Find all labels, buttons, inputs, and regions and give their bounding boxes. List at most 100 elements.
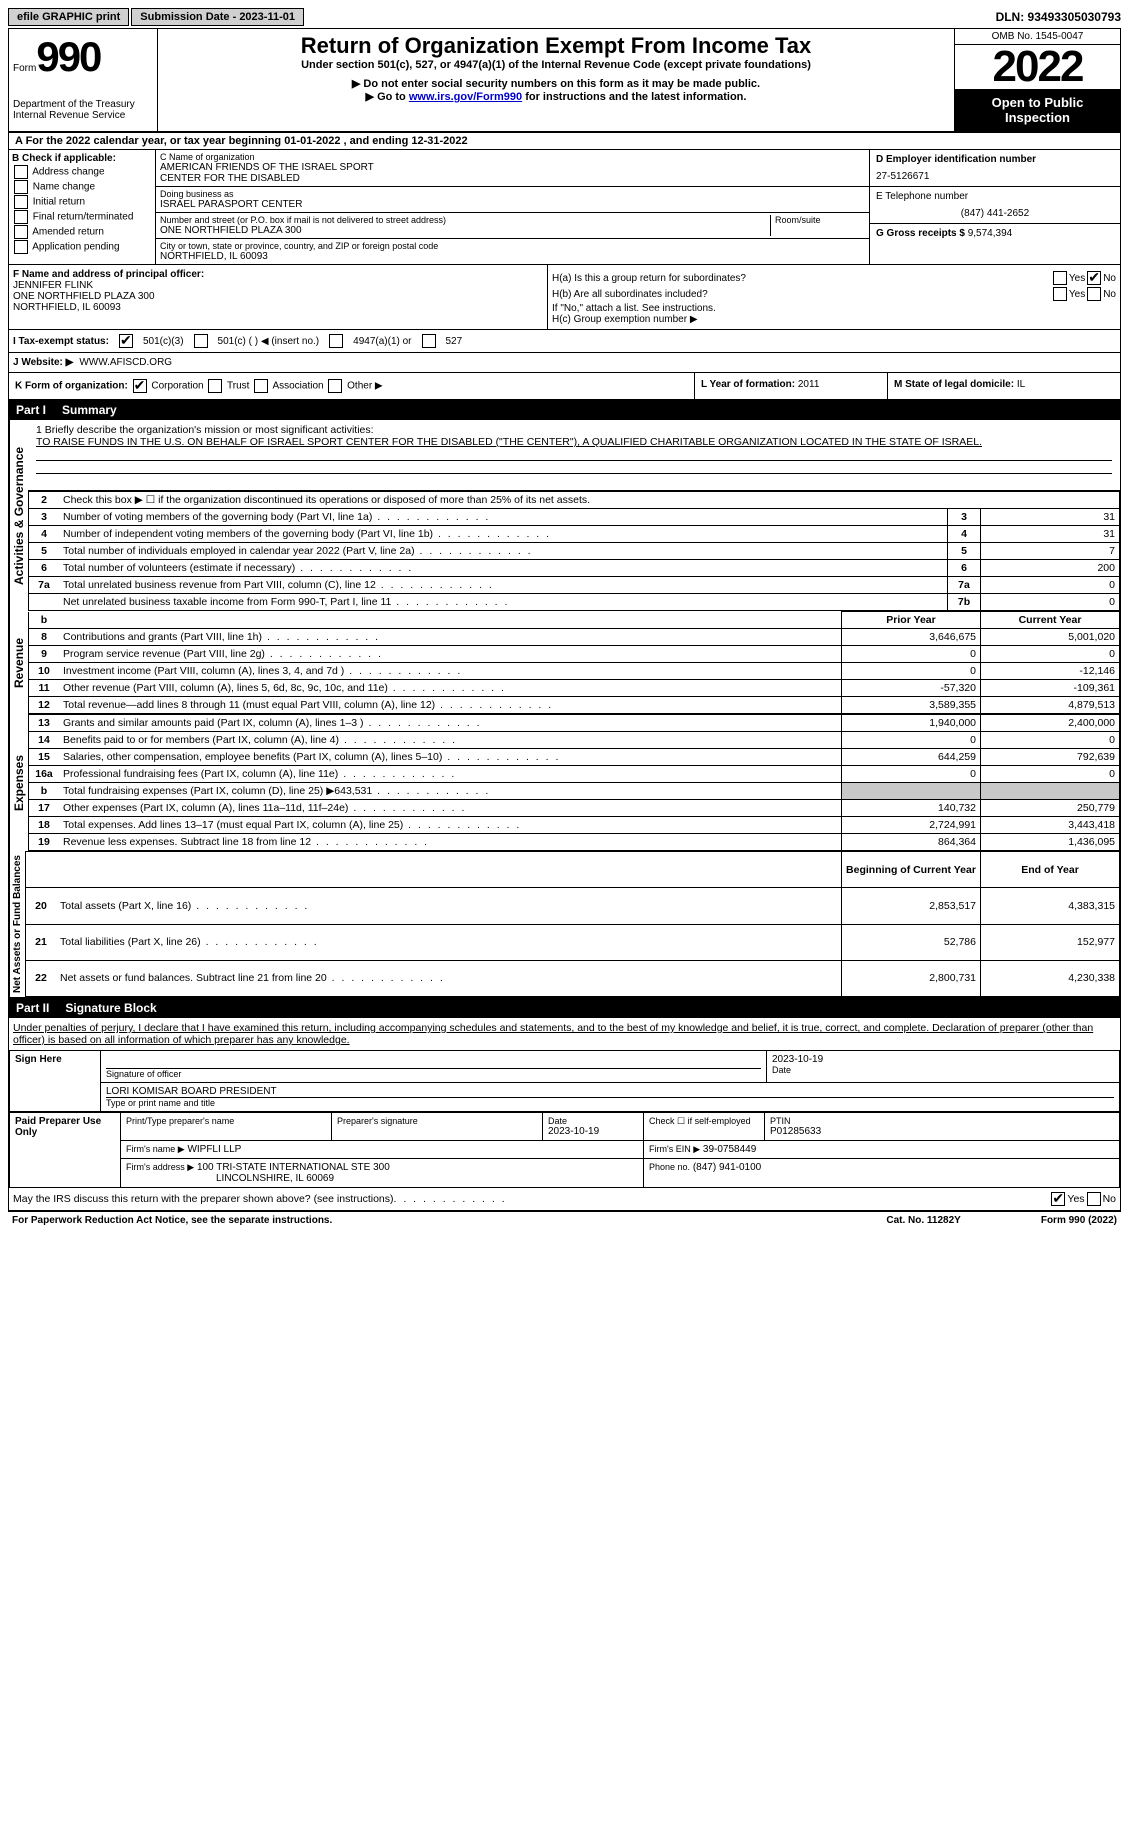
footer-mid: Cat. No. 11282Y <box>886 1215 960 1226</box>
hdr-curr: Current Year <box>981 612 1120 629</box>
k-label: K Form of organization: <box>15 381 128 392</box>
f-label: F Name and address of principal officer: <box>13 269 543 280</box>
phone-val: (847) 941-0100 <box>693 1162 761 1173</box>
ha-yes[interactable] <box>1053 271 1067 285</box>
chk-501c3[interactable] <box>119 334 133 348</box>
footer-left: For Paperwork Reduction Act Notice, see … <box>12 1215 332 1226</box>
phone-lbl: Phone no. <box>649 1162 690 1172</box>
opt-corp: Corporation <box>151 381 203 392</box>
chk-trust[interactable] <box>208 379 222 393</box>
row-k: K Form of organization: Corporation Trus… <box>8 373 1121 400</box>
officer-addr2: NORTHFIELD, IL 60093 <box>13 302 543 313</box>
form-word: Form <box>13 63 36 74</box>
firm-addr1: 100 TRI-STATE INTERNATIONAL STE 300 <box>197 1162 390 1173</box>
line-1: 1 Briefly describe the organization's mi… <box>28 420 1120 491</box>
part1-title: Summary <box>62 403 117 417</box>
chk-app[interactable]: Application pending <box>12 240 152 254</box>
firm-name: WIPFLI LLP <box>187 1144 241 1155</box>
website-val: WWW.AFISCD.ORG <box>79 357 172 368</box>
hb-no[interactable] <box>1087 287 1101 301</box>
col-h: H(a) Is this a group return for subordin… <box>548 265 1120 329</box>
ptin-lbl: PTIN <box>770 1116 1114 1126</box>
mission-text: TO RAISE FUNDS IN THE U.S. ON BEHALF OF … <box>36 436 1112 448</box>
hb-label: H(b) Are all subordinates included? <box>552 289 1051 300</box>
footer-right: Form 990 (2022) <box>1041 1215 1117 1226</box>
chk-amend[interactable]: Amended return <box>12 225 152 239</box>
gross-val: 9,574,394 <box>968 228 1013 239</box>
officer-addr1: ONE NORTHFIELD PLAZA 300 <box>13 291 543 302</box>
row-a: A For the 2022 calendar year, or tax yea… <box>8 133 1121 149</box>
row-i: I Tax-exempt status: 501(c)(3) 501(c) ( … <box>8 330 1121 353</box>
subtitle-2: ▶ Do not enter social security numbers o… <box>162 77 950 90</box>
gross-lbl: G Gross receipts $ <box>876 228 965 239</box>
sub3-pre: ▶ Go to <box>366 91 409 103</box>
chk-501c[interactable] <box>194 334 208 348</box>
irs-label: Internal Revenue Service <box>13 110 153 121</box>
m-val: IL <box>1017 379 1025 390</box>
chk-assoc[interactable] <box>254 379 268 393</box>
firm-addr-lbl: Firm's address ▶ <box>126 1162 194 1172</box>
hdr-beg: Beginning of Current Year <box>842 852 981 888</box>
addr-lbl: Number and street (or P.O. box if mail i… <box>160 215 770 225</box>
chk-other[interactable] <box>328 379 342 393</box>
chk-corp[interactable] <box>133 379 147 393</box>
discuss-no[interactable] <box>1087 1192 1101 1206</box>
chk-final[interactable]: Final return/terminated <box>12 210 152 224</box>
opt-trust: Trust <box>227 381 249 392</box>
signer-name: LORI KOMISAR BOARD PRESIDENT <box>106 1086 1114 1098</box>
dba-val: ISRAEL PARASPORT CENTER <box>160 199 865 210</box>
opt-name: Name change <box>33 182 95 193</box>
chk-name[interactable]: Name change <box>12 180 152 194</box>
l-val: 2011 <box>798 379 820 390</box>
chk-4947[interactable] <box>329 334 343 348</box>
sig-intro: Under penalties of perjury, I declare th… <box>9 1018 1120 1050</box>
tel-lbl: E Telephone number <box>876 191 1114 202</box>
efile-button[interactable]: efile GRAPHIC print <box>8 8 129 26</box>
chk-addr[interactable]: Address change <box>12 165 152 179</box>
discuss-yes[interactable] <box>1051 1192 1065 1206</box>
city-val: NORTHFIELD, IL 60093 <box>160 251 865 262</box>
irs-link[interactable]: www.irs.gov/Form990 <box>409 91 522 103</box>
paid-preparer-table: Paid Preparer Use Only Print/Type prepar… <box>9 1112 1120 1188</box>
form-number: 990 <box>36 33 100 80</box>
ha-label públicøv: H(a) Is this a group return for subordin… <box>552 273 1051 284</box>
ha-no[interactable] <box>1087 271 1101 285</box>
prep-name-lbl: Print/Type preparer's name <box>126 1116 326 1126</box>
footer: For Paperwork Reduction Act Notice, see … <box>8 1211 1121 1229</box>
org-name-2: CENTER FOR THE DISABLED <box>160 173 865 184</box>
sig-date: 2023-10-19 <box>772 1054 1114 1065</box>
check-se-lbl: Check ☐ if self-employed <box>649 1116 759 1127</box>
header-left: Form990 Department of the Treasury Inter… <box>9 29 158 131</box>
hdr-prior: Prior Year <box>842 612 981 629</box>
subtitle-3: ▶ Go to www.irs.gov/Form990 for instruct… <box>162 90 950 103</box>
ein-lbl: D Employer identification number <box>876 154 1114 165</box>
open-public: Open to Public Inspection <box>955 89 1120 131</box>
vert-na: Net Assets or Fund Balances <box>9 851 25 997</box>
hb-yes[interactable] <box>1053 287 1067 301</box>
addr-val: ONE NORTHFIELD PLAZA 300 <box>160 225 770 236</box>
i-label: I Tax-exempt status: <box>13 336 109 347</box>
form-header: Form990 Department of the Treasury Inter… <box>8 28 1121 133</box>
chk-527[interactable] <box>422 334 436 348</box>
sub3-post: for instructions and the latest informat… <box>522 91 746 103</box>
part1-body: Activities & Governance 1 Briefly descri… <box>8 420 1121 998</box>
submission-date: Submission Date - 2023-11-01 <box>131 8 304 26</box>
subtitle-1: Under section 501(c), 527, or 4947(a)(1)… <box>162 59 950 71</box>
opt-addr: Address change <box>32 167 104 178</box>
part2-header: Part II Signature Block <box>8 998 1121 1018</box>
prep-date: 2023-10-19 <box>548 1126 638 1137</box>
officer-name: JENNIFER FLINK <box>13 280 543 291</box>
vert-exp: Expenses <box>9 714 28 851</box>
sign-here-label: Sign Here <box>10 1051 101 1112</box>
opt-app: Application pending <box>32 242 119 253</box>
revenue-table: bPrior YearCurrent Year 8Contributions a… <box>28 611 1120 714</box>
ein-val: 27-5126671 <box>876 171 1114 182</box>
top-bar: efile GRAPHIC print Submission Date - 20… <box>8 8 1121 26</box>
part1-num: Part I <box>16 403 46 417</box>
chk-init[interactable]: Initial return <box>12 195 152 209</box>
q1-text: 1 Briefly describe the organization's mi… <box>36 424 1112 436</box>
discuss-text: May the IRS discuss this return with the… <box>13 1193 394 1205</box>
opt-4947: 4947(a)(1) or <box>353 336 411 347</box>
ptin-val: P01285633 <box>770 1126 1114 1137</box>
dba-lbl: Doing business as <box>160 189 865 199</box>
